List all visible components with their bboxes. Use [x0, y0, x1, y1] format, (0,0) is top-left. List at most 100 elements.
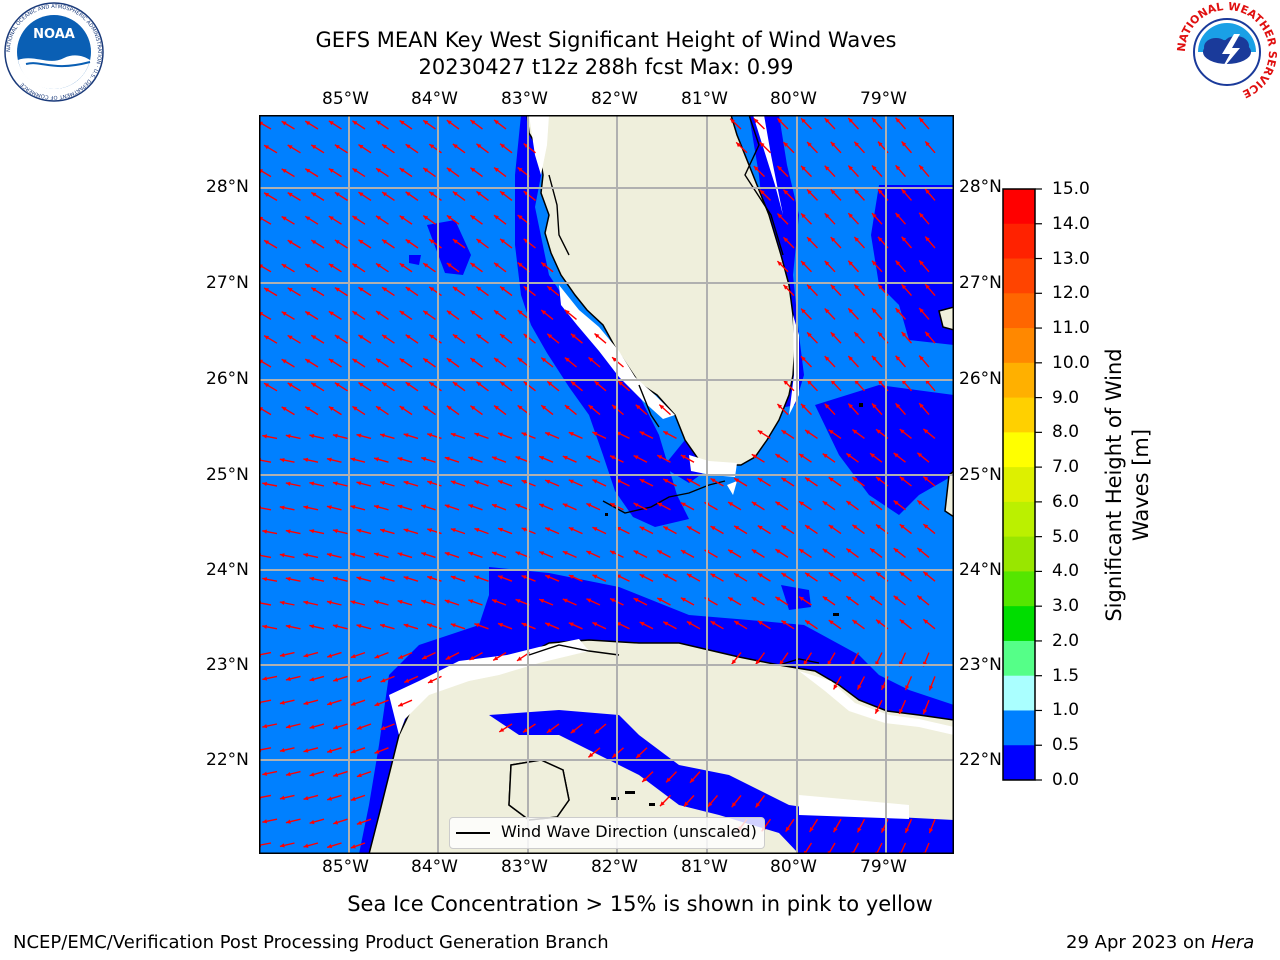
wind-arrow-head	[262, 819, 268, 824]
lon-label: 80°W	[770, 89, 817, 109]
wind-arrow-head	[358, 287, 364, 292]
wind-arrow-head	[452, 334, 458, 339]
wind-arrow-head	[397, 504, 403, 509]
wind-arrow-head	[303, 505, 309, 510]
wind-arrow-head	[893, 548, 899, 553]
colorbar-label-line1: Significant Height of Wind	[1102, 348, 1126, 622]
wind-arrow-head	[562, 455, 568, 460]
colorbar-tick-label: 12.0	[1052, 283, 1090, 304]
wind-arrow-head	[824, 403, 830, 409]
wind-arrow-head	[545, 432, 551, 437]
wind-arrow-head	[476, 334, 482, 339]
wind-arrow-head	[547, 381, 553, 386]
lon-label: 83°W	[501, 857, 548, 877]
wind-arrow-head	[848, 165, 853, 171]
wind-arrow-head	[923, 571, 929, 577]
wind-arrow-head	[334, 239, 340, 245]
wind-arrow-head	[893, 500, 899, 506]
wind-arrow-head	[547, 286, 553, 291]
wind-arrow-head	[919, 165, 924, 171]
wind-arrow-head	[833, 684, 838, 690]
wind-arrow-head	[828, 620, 834, 625]
wind-arrow-head	[639, 621, 645, 626]
wind-arrow-head	[374, 457, 379, 462]
wind-arrow-head	[332, 576, 338, 581]
wind-arrow-head	[848, 260, 853, 266]
wind-arrow-head	[350, 457, 356, 462]
wind-arrow-head	[285, 676, 291, 681]
lat-label: 27°N	[206, 273, 249, 293]
wind-arrow-head	[633, 598, 639, 603]
wind-arrow-head	[474, 527, 480, 533]
wind-arrow-head	[500, 191, 505, 196]
wind-arrow-head	[731, 802, 737, 808]
wind-arrow-head	[444, 456, 450, 461]
wind-arrow-head	[326, 505, 332, 510]
wind-arrow-head	[925, 141, 930, 147]
wind-arrow-head	[846, 548, 852, 554]
wind-arrow-head	[352, 263, 358, 268]
wind-arrow-head	[279, 795, 285, 800]
wind-arrow-head	[545, 575, 551, 580]
wind-arrow-head	[262, 723, 268, 729]
wind-arrow-head	[710, 573, 716, 578]
wind-arrow-head	[807, 189, 812, 195]
wind-arrow-head	[901, 141, 907, 147]
wind-arrow-head	[757, 478, 763, 483]
wind-arrow-head	[917, 595, 923, 601]
wind-arrow-head	[799, 549, 804, 554]
wind-arrow-head	[541, 262, 547, 267]
wind-arrow-head	[871, 165, 877, 171]
wind-arrow-head	[262, 624, 268, 629]
colorbar-tick-label: 7.0	[1052, 457, 1080, 478]
wind-arrow-head	[446, 405, 452, 411]
wind-arrow-head	[521, 575, 527, 580]
wind-arrow-head	[852, 572, 858, 577]
wind-arrow-head	[801, 213, 806, 219]
chart-title-line1: GEFS MEAN Key West Significant Height of…	[315, 28, 897, 52]
wind-arrow-head	[730, 118, 735, 124]
wind-arrow-head	[327, 701, 333, 706]
wind-arrow-head	[423, 405, 429, 411]
wind-arrow-head	[423, 263, 429, 268]
wind-arrow-head	[639, 431, 645, 436]
lon-label: 82°W	[591, 89, 638, 109]
wind-arrow-head	[876, 619, 881, 625]
wind-arrow-head	[421, 504, 427, 509]
wind-arrow-head	[287, 240, 293, 245]
wind-arrow-head	[356, 624, 362, 629]
wind-arrow-head	[309, 481, 315, 486]
wind-arrow-head	[541, 405, 547, 410]
wind-arrow-head	[311, 240, 317, 245]
wind-arrow-head	[919, 260, 924, 266]
wind-arrow-head	[429, 191, 435, 197]
wind-arrow-head	[929, 828, 934, 834]
wind-arrow-head	[452, 143, 458, 149]
wind-arrow-head	[352, 168, 358, 173]
wind-arrow-head	[376, 358, 381, 363]
wind-arrow-head	[828, 429, 834, 435]
wind-arrow-head	[781, 430, 787, 435]
wind-arrow-head	[491, 504, 497, 509]
wind-arrow-head	[350, 749, 356, 754]
wind-arrow-head	[382, 144, 387, 149]
wind-arrow-head	[446, 167, 452, 173]
wind-arrow-head	[901, 331, 907, 337]
wind-arrow-head	[925, 331, 930, 337]
wind-arrow-head	[311, 287, 317, 292]
wind-arrow-head	[799, 453, 804, 459]
wind-arrow-head	[612, 753, 618, 758]
wind-arrow-head	[588, 404, 594, 410]
wind-arrow-head	[612, 357, 617, 362]
wind-arrow-head	[539, 551, 545, 556]
wind-arrow-head	[326, 552, 332, 558]
wind-arrow-head	[287, 287, 293, 293]
wind-arrow-head	[450, 623, 456, 628]
wind-arrow-head	[403, 623, 409, 628]
wind-arrow-head	[807, 284, 812, 290]
wind-arrow	[923, 842, 930, 854]
wind-arrow-head	[452, 286, 458, 292]
wind-arrow-head	[919, 403, 924, 409]
wind-arrow-head	[309, 677, 315, 682]
wind-arrow-head	[751, 501, 757, 507]
